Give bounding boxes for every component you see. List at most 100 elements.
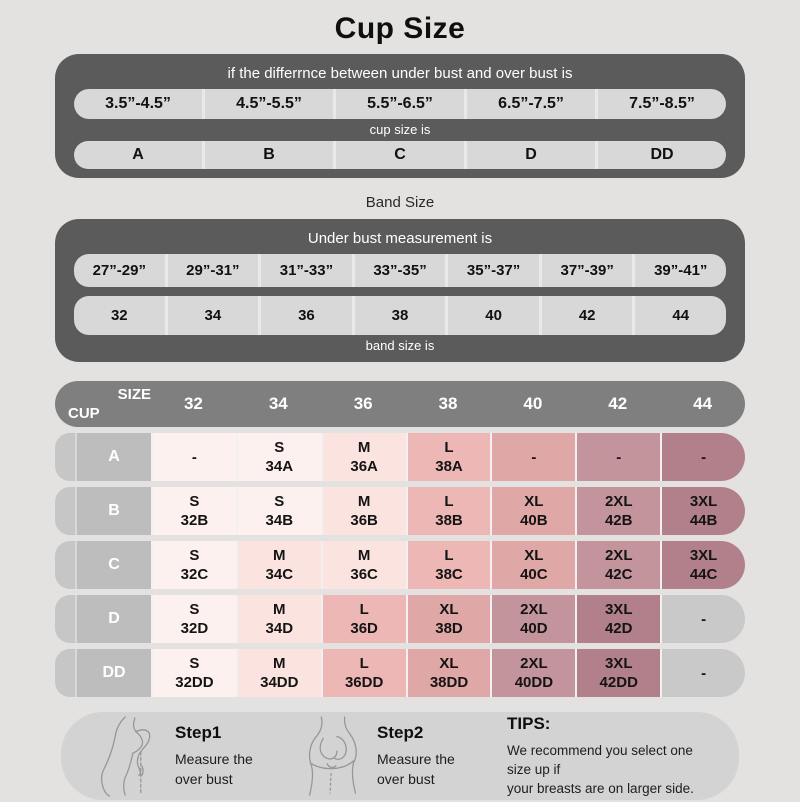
column-header: 36 xyxy=(353,394,373,413)
step1-description: Measure the over bust xyxy=(175,750,253,787)
size-cell: L 38A xyxy=(405,433,491,481)
matrix-row-dd: DD S 32DD M 34DD L 36DD XL 38DD 2XL 40DD 3XL 4… xyxy=(55,649,746,697)
cup-difference-row: 3.5”-4.5” 4.5”-5.5” 5.5”-6.5” 6.5”-7.5” … xyxy=(74,89,726,119)
band-size-cell: 34 xyxy=(164,296,259,335)
cup-row-label: C xyxy=(75,541,151,589)
size-cell: - xyxy=(660,595,746,643)
size-cell: XL 40B xyxy=(490,487,576,535)
size-matrix: SIZE CUP 32 34 36 38 40 42 44 A - S 34A M… xyxy=(55,381,746,697)
step1-figure-icon xyxy=(95,715,167,797)
cup-letter-cell: A xyxy=(74,141,202,169)
matrix-row-b: B S 32B S 34B M 36B L 38B XL 40B 2XL 42B 3XL 44… xyxy=(55,487,746,535)
size-cell: M 34D xyxy=(235,595,321,643)
cup-row-label: D xyxy=(75,595,151,643)
size-cell: 3XL 44C xyxy=(660,541,746,589)
step2-title: Step2 xyxy=(377,722,424,742)
size-cell: M 34C xyxy=(235,541,321,589)
matrix-header: SIZE CUP 32 34 36 38 40 42 44 xyxy=(55,381,745,427)
size-cell: L 36D xyxy=(320,595,406,643)
size-cell: - xyxy=(575,433,661,481)
corner-cup-label: CUP xyxy=(68,405,100,422)
size-cell: L 38C xyxy=(405,541,491,589)
band-size-cell: 32 xyxy=(74,296,165,335)
cup-letter-cell: C xyxy=(333,141,464,169)
size-cell: 3XL 44B xyxy=(660,487,746,535)
size-cell: 3XL 42D xyxy=(575,595,661,643)
row-left-cap xyxy=(55,487,75,535)
size-cell: S 34A xyxy=(235,433,321,481)
step2-figure-icon xyxy=(297,715,369,797)
size-cell: S 32B xyxy=(151,487,236,535)
band-range-cell: 35”-37” xyxy=(445,254,539,287)
tips-block: TIPS: We recommend you select one size u… xyxy=(507,714,713,798)
band-range-cell: 33”-35” xyxy=(351,254,446,287)
cup-row-label: A xyxy=(75,433,151,481)
matrix-row-a: A - S 34A M 36A L 38A - - - xyxy=(55,433,746,481)
size-cell: M 36C xyxy=(320,541,406,589)
band-size-cell: 44 xyxy=(632,296,727,335)
column-header: 34 xyxy=(268,394,288,413)
cup-letter-row: A B C D DD xyxy=(74,141,726,169)
size-cell: 2XL 42B xyxy=(575,487,661,535)
page-title: Cup Size xyxy=(334,12,466,45)
matrix-row-c: C S 32C M 34C M 36C L 38C XL 40C 2XL 42C 3XL 44… xyxy=(55,541,746,589)
row-left-cap xyxy=(55,595,75,643)
cup-size-panel: if the differrnce between under bust and… xyxy=(55,54,745,178)
cup-range-cell: 7.5”-8.5” xyxy=(595,89,726,119)
size-cell: L 38B xyxy=(405,487,491,535)
cup-panel-header: if the differrnce between under bust and… xyxy=(227,65,573,82)
band-size-cell: 40 xyxy=(445,296,539,335)
band-range-cell: 31”-33” xyxy=(258,254,352,287)
matrix-corner: SIZE CUP xyxy=(55,381,151,427)
size-cell: 2XL 42C xyxy=(575,541,661,589)
band-size-row: 32 34 36 38 40 42 44 xyxy=(74,296,727,335)
size-cell: 2XL 40D xyxy=(490,595,576,643)
band-range-cell: 37”-39” xyxy=(538,254,633,287)
underbust-range-row: 27”-29” 29”-31” 31”-33” 33”-35” 35”-37” … xyxy=(74,254,727,287)
row-left-cap xyxy=(55,541,75,589)
cup-size-is-label: cup size is xyxy=(369,122,431,137)
size-cell: - xyxy=(490,433,576,481)
size-cell: S 32D xyxy=(151,595,236,643)
cup-range-cell: 6.5”-7.5” xyxy=(464,89,595,119)
band-panel-header: Under bust measurement is xyxy=(307,230,493,247)
size-cell: - xyxy=(660,433,746,481)
size-cell: XL 38DD xyxy=(405,649,491,697)
step1-block: Step1 Measure the over bust xyxy=(175,723,279,790)
column-header: 40 xyxy=(523,394,543,413)
band-size-panel: Under bust measurement is 27”-29” 29”-31… xyxy=(55,219,745,362)
column-header: 42 xyxy=(608,394,628,413)
row-left-cap xyxy=(55,649,75,697)
row-left-cap xyxy=(55,433,75,481)
cup-letter-cell: DD xyxy=(595,141,726,169)
corner-size-label: SIZE xyxy=(117,386,151,403)
size-cell: S 34B xyxy=(235,487,321,535)
cup-row-label: B xyxy=(75,487,151,535)
size-cell: M 36B xyxy=(320,487,406,535)
matrix-column-headers: 32 34 36 38 40 42 44 xyxy=(151,381,745,427)
size-cell: XL 38D xyxy=(405,595,491,643)
tips-text: We recommend you select one size up if yo… xyxy=(507,742,694,797)
cup-range-cell: 3.5”-4.5” xyxy=(74,89,202,119)
step2-description: Measure the over bust xyxy=(377,750,455,787)
band-range-cell: 27”-29” xyxy=(74,254,165,287)
size-cell: 3XL 42DD xyxy=(575,649,661,697)
size-cell: XL 40C xyxy=(490,541,576,589)
band-size-is-label: band size is xyxy=(365,338,435,353)
measuring-tips-panel: Step1 Measure the over bust Step2 Measure… xyxy=(61,712,739,800)
step1-title: Step1 xyxy=(175,722,222,742)
size-cell: S 32DD xyxy=(151,649,236,697)
cup-range-cell: 4.5”-5.5” xyxy=(202,89,333,119)
size-cell: 2XL 40DD xyxy=(490,649,576,697)
cup-letter-cell: B xyxy=(202,141,333,169)
band-size-cell: 38 xyxy=(351,296,446,335)
step2-block: Step2 Measure the over bust xyxy=(377,723,481,790)
size-cell: - xyxy=(660,649,746,697)
size-cell: L 36DD xyxy=(320,649,406,697)
size-cell: M 36A xyxy=(320,433,406,481)
band-size-cell: 36 xyxy=(258,296,352,335)
band-range-cell: 39”-41” xyxy=(632,254,727,287)
column-header: 32 xyxy=(183,394,203,413)
cup-row-label: DD xyxy=(75,649,151,697)
size-cell: S 32C xyxy=(151,541,236,589)
